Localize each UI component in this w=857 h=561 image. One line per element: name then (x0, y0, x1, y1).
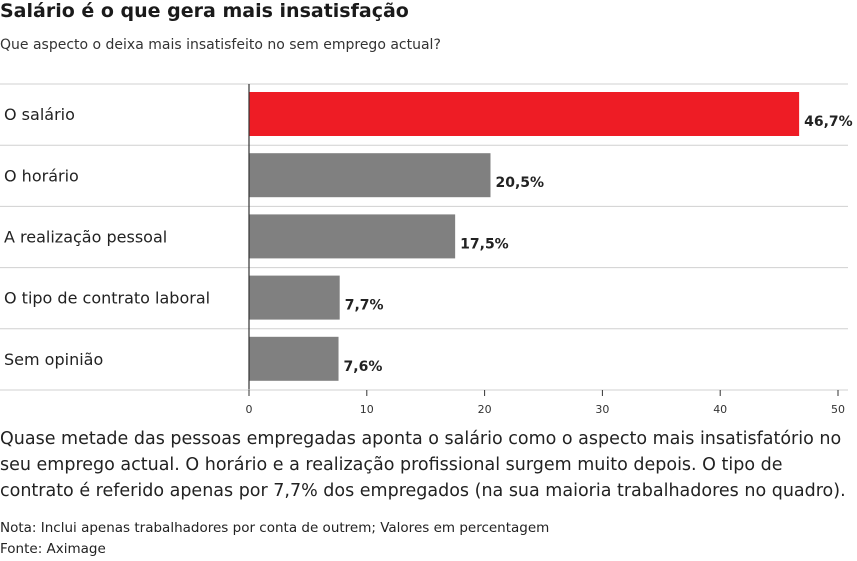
value-label: 46,7% (804, 114, 853, 130)
x-tick-label: 0 (246, 403, 253, 416)
bar-chart: O salário 46,7% O horário 20,5% A realização… (0, 83, 853, 416)
bar (249, 275, 340, 320)
category-label: O horário (4, 166, 79, 185)
value-label: 20,5% (495, 175, 544, 191)
chart-description: Quase metade das pessoas empregadas apon… (0, 429, 846, 501)
category-label: O salário (4, 105, 75, 124)
bar (249, 92, 800, 136)
category-label: O tipo de contrato laboral (4, 289, 210, 308)
category-label: Sem opinião (4, 350, 103, 369)
bar (249, 153, 491, 198)
chart-subtitle: Que aspecto o deixa mais insatisfeito no… (0, 37, 441, 53)
value-label: 7,7% (345, 298, 384, 314)
value-label: 7,6% (344, 359, 383, 375)
chart-title: Salário é o que gera mais insatisfação (0, 0, 409, 22)
x-tick-label: 50 (831, 403, 845, 416)
x-tick-label: 10 (360, 403, 374, 416)
bar (249, 336, 339, 381)
chart-note: Nota: Inclui apenas trabalhadores por co… (0, 520, 550, 536)
value-label: 17,5% (460, 236, 509, 252)
x-tick-label: 40 (713, 403, 727, 416)
chart-source: Fonte: Aximage (0, 541, 106, 557)
bar (249, 214, 456, 259)
x-tick-label: 30 (595, 403, 609, 416)
category-label: A realização pessoal (4, 228, 167, 247)
x-tick-label: 20 (478, 403, 492, 416)
